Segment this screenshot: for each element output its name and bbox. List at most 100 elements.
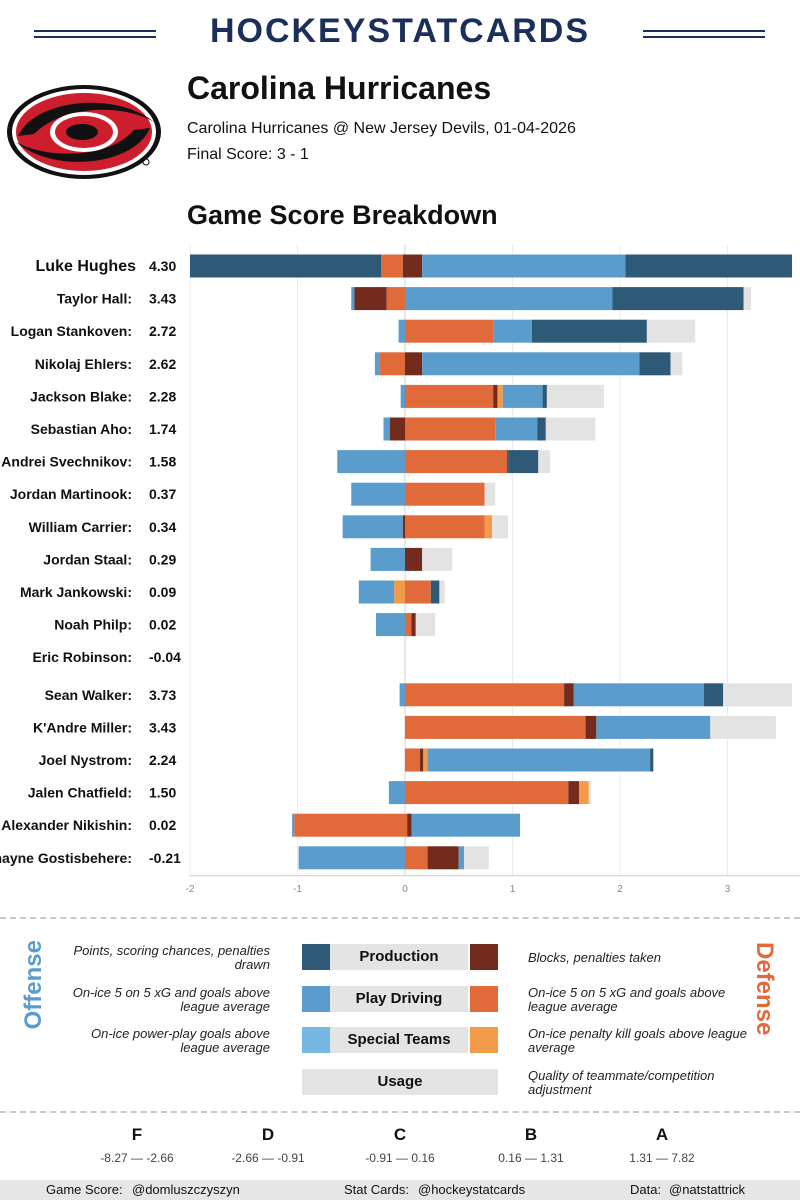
bar-segment-production-def [427, 846, 459, 870]
bar-segment-usage [670, 352, 683, 376]
bar-segment-usage [646, 319, 696, 343]
bar-segment-play-off [358, 580, 395, 604]
bar-segment-play-off [374, 352, 380, 376]
player-row: Jordan Staal: 0.29 [43, 547, 453, 571]
grade-letter: C [393, 1125, 407, 1144]
bar-segment-play-def [379, 352, 405, 376]
bar-segment-play-off [383, 417, 390, 441]
bar-segment-usage [492, 515, 509, 539]
bar-segment-play-def [405, 450, 508, 474]
bar-segment-production-def [493, 384, 498, 408]
brand-title: HOCKEYSTATCARDS [209, 12, 591, 50]
bar-segment-production-def [568, 781, 580, 805]
bar-segment-play-off [375, 613, 405, 637]
grade-letter: F [131, 1125, 143, 1144]
bar-segment-play-def [294, 813, 408, 837]
bar-segment-production-def [407, 813, 412, 837]
legend-play-label: Play Driving [330, 986, 468, 1012]
game-description: Carolina Hurricanes @ New Jersey Devils,… [187, 120, 576, 137]
player-row: Shayne Gostisbehere: -0.21 [0, 846, 489, 870]
bar-segment-production-off [430, 580, 440, 604]
player-name: Jordan Staal: [43, 551, 132, 567]
bar-segment-production-def [389, 417, 405, 441]
player-row: Nikolaj Ehlers: 2.62 [35, 352, 683, 376]
player-name: Sean Walker: [45, 687, 132, 703]
grade-f: F -8.27 — -2.66 [82, 1125, 192, 1165]
header-rule-left-2 [34, 36, 156, 38]
player-score: 2.62 [149, 356, 176, 372]
player-score: 1.50 [149, 785, 176, 801]
player-row: Jordan Martinook: 0.37 [10, 482, 496, 506]
player-name: Jalen Chatfield: [28, 785, 132, 801]
player-name: Jackson Blake: [30, 388, 132, 404]
player-name: Logan Stankoven: [11, 323, 132, 339]
bar-segment-play-off [399, 683, 405, 707]
footer-data-handle[interactable]: @natstattrick [669, 1182, 746, 1197]
bar-segment-production-def [564, 683, 574, 707]
bar-segment-play-off [495, 417, 538, 441]
player-score: 0.09 [149, 584, 176, 600]
grade-range: 1.31 — 7.82 [629, 1151, 695, 1165]
player-score: -0.21 [149, 850, 181, 866]
bar-segment-production-off [612, 287, 744, 311]
header-rule-right [643, 30, 765, 32]
player-name: Taylor Hall: [57, 291, 132, 307]
player-name: Jordan Martinook: [10, 486, 132, 502]
grade-letter: A [655, 1125, 669, 1144]
legend-usage-desc: Quality of teammate/competition adjustme… [528, 1068, 715, 1097]
bar-segment-play-def [405, 748, 421, 772]
bar-segment-production-def [402, 515, 405, 539]
offense-label: Offense [20, 940, 47, 1030]
x-tick-label: -2 [186, 884, 195, 895]
legend-special-defense-desc: On-ice penalty kill goals above league a… [528, 1026, 747, 1055]
bar-segment-play-off [427, 748, 651, 772]
bar-segment-play-def [405, 482, 485, 506]
x-tick-label: -1 [293, 884, 302, 895]
player-row: Joel Nystrom: 2.24 [39, 748, 654, 772]
bar-segment-play-off [596, 715, 711, 739]
legend-divider-top [0, 917, 800, 919]
header-rule-right-2 [643, 36, 765, 38]
player-score: 0.02 [149, 817, 176, 833]
bar-segment-production-off [639, 352, 671, 376]
bar-segment-usage [743, 287, 752, 311]
bar-segment-production-off [531, 319, 647, 343]
bar-segment-play-def [405, 515, 485, 539]
footer-game-score-label: Game Score: [46, 1182, 123, 1197]
bar-segment-play-def [405, 715, 586, 739]
player-row: Eric Robinson: -0.04 [32, 649, 181, 665]
legend-divider-bottom [0, 1111, 800, 1113]
player-score: 2.28 [149, 388, 176, 404]
bar-segment-usage [710, 715, 776, 739]
bar-segment-usage [588, 781, 591, 805]
legend-play-offense-swatch [302, 986, 330, 1012]
bar-segment-production-off [703, 683, 724, 707]
bar-segment-play-off [502, 384, 543, 408]
bar-segment-play-off [292, 813, 295, 837]
bar-segment-usage [723, 683, 792, 707]
grade-letter: D [261, 1125, 275, 1144]
legend-special-offense-swatch [302, 1027, 330, 1053]
legend-play-defense-swatch [470, 986, 498, 1012]
player-score: 3.43 [149, 291, 176, 307]
legend-production-offense-desc: Points, scoring chances, penalties drawn [73, 943, 270, 972]
player-name: Andrei Svechnikov: [1, 454, 132, 470]
bar-segment-play-off [388, 781, 405, 805]
bar-segment-play-off [342, 515, 403, 539]
header-rule-left [34, 30, 156, 32]
player-score: 0.29 [149, 551, 176, 567]
bar-segment-production-off [650, 748, 654, 772]
bar-segment-production-def [354, 287, 387, 311]
bar-segment-production-off [508, 450, 539, 474]
player-score: 2.24 [149, 752, 176, 768]
footer-game-score-handle[interactable]: @domluszczyszyn [132, 1182, 240, 1197]
grade-a: A 1.31 — 7.82 [607, 1125, 717, 1165]
bar-segment-play-off [400, 384, 405, 408]
final-score: Final Score: 3 - 1 [187, 146, 309, 163]
player-row: Alexander Nikishin: 0.02 [1, 813, 521, 837]
footer-bar: Game Score: @domluszczyszyn Stat Cards: … [0, 1180, 800, 1200]
player-row: Andrei Svechnikov: 1.58 [1, 450, 551, 474]
footer-stat-cards-handle[interactable]: @hockeystatcards [418, 1182, 526, 1197]
bar-segment-production-def [405, 547, 423, 571]
team-name: Carolina Hurricanes [187, 70, 492, 106]
